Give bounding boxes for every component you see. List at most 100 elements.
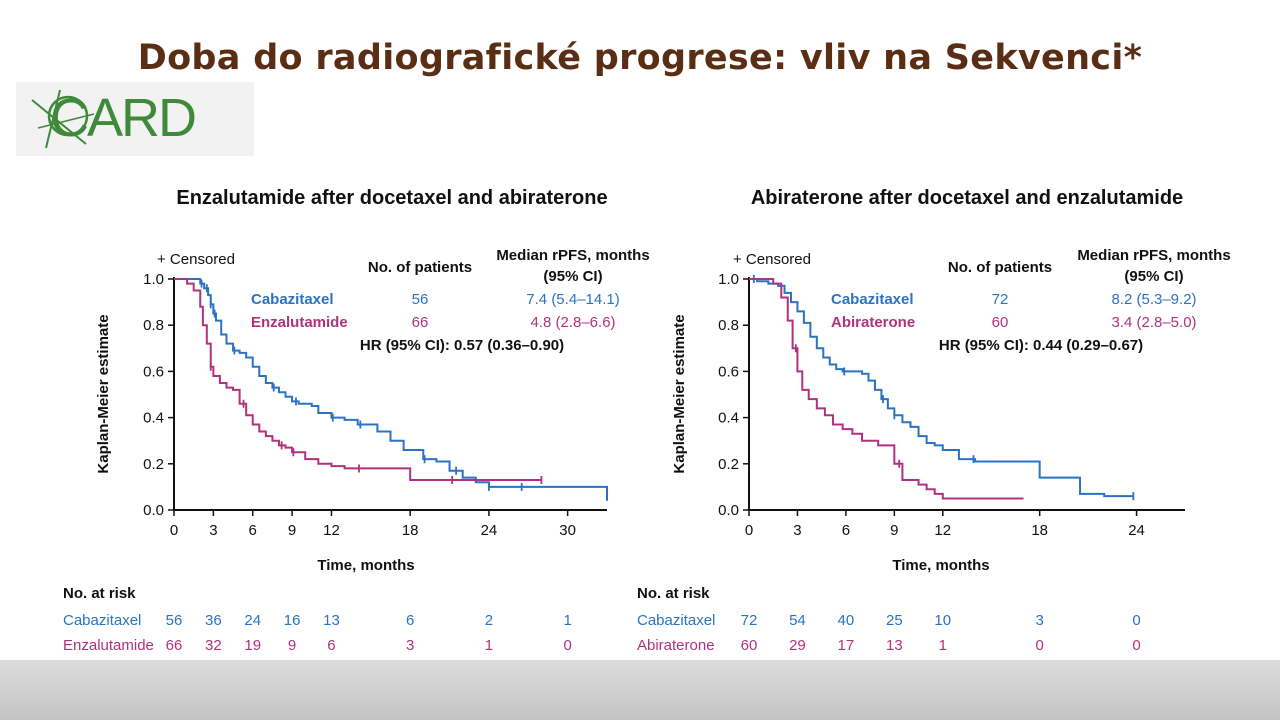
median-header-line1: Median rPFS, months: [496, 247, 649, 264]
y-tick-label: 0.8: [143, 317, 164, 334]
x-tick-label: 9: [288, 522, 296, 539]
x-tick-label: 24: [481, 522, 498, 539]
footer-band: [0, 660, 1280, 720]
at-risk-value: 6: [327, 637, 335, 654]
y-tick-label: 0.4: [143, 410, 164, 427]
censored-legend: + Censored: [157, 251, 235, 268]
median-cabazitaxel: 7.4 (5.4–14.1): [526, 291, 619, 308]
logo-text: CARD: [50, 88, 195, 148]
patients-cabazitaxel: 56: [412, 291, 429, 308]
y-tick-label: 1.0: [718, 271, 739, 288]
censored-legend: + Censored: [733, 251, 811, 268]
at-risk-value: 60: [741, 637, 758, 654]
at-risk-value: 6: [406, 612, 414, 629]
at-risk-value: 3: [1035, 612, 1043, 629]
panel-title: Abiraterone after docetaxel and enzaluta…: [751, 187, 1183, 209]
y-tick-label: 0.6: [143, 363, 164, 380]
km-curve-abiraterone: [749, 278, 1024, 500]
median-abiraterone: 3.4 (2.8–5.0): [1111, 314, 1196, 331]
at-risk-value: 40: [838, 612, 855, 629]
y-axis-label: Kaplan-Meier estimate: [95, 314, 112, 473]
hazard-ratio: HR (95% CI): 0.57 (0.36–0.90): [360, 337, 564, 354]
y-tick-label: 0.2: [718, 456, 739, 473]
at-risk-value: 56: [166, 612, 183, 629]
at-risk-value: 9: [288, 637, 296, 654]
at-risk-value: 1: [939, 637, 947, 654]
at-risk-label: No. at risk: [63, 585, 136, 602]
x-axis-label: Time, months: [892, 557, 989, 574]
at-risk-row-name-cabazitaxel: Cabazitaxel: [637, 612, 715, 629]
at-risk-value: 29: [789, 637, 806, 654]
km-curve-enzalutamide: [174, 278, 542, 481]
at-risk-value: 25: [886, 612, 903, 629]
at-risk-value: 2: [485, 612, 493, 629]
y-tick-label: 0.6: [718, 363, 739, 380]
km-curve-cabazitaxel: [174, 278, 608, 501]
median-cabazitaxel: 8.2 (5.3–9.2): [1111, 291, 1196, 308]
x-tick-label: 0: [170, 522, 178, 539]
km-curve-cabazitaxel: [749, 278, 1134, 498]
at-risk-value: 1: [485, 637, 493, 654]
at-risk-value: 3: [406, 637, 414, 654]
median-enzalutamide: 4.8 (2.8–6.6): [530, 314, 615, 331]
at-risk-value: 19: [244, 637, 261, 654]
patients-enzalutamide: 66: [412, 314, 429, 331]
series-name-cabazitaxel: Cabazitaxel: [251, 291, 334, 308]
y-axis-label: Kaplan-Meier estimate: [671, 314, 688, 473]
at-risk-row-name-cabazitaxel: Cabazitaxel: [63, 612, 141, 629]
y-tick-label: 0.4: [718, 410, 739, 427]
at-risk-value: 66: [166, 637, 183, 654]
x-tick-label: 3: [209, 522, 217, 539]
at-risk-value: 54: [789, 612, 806, 629]
median-header-line2: (95% CI): [543, 268, 602, 285]
x-axis-label: Time, months: [317, 557, 414, 574]
at-risk-value: 10: [934, 612, 951, 629]
median-header-line2: (95% CI): [1124, 268, 1183, 285]
y-tick-label: 1.0: [143, 271, 164, 288]
panel-title: Enzalutamide after docetaxel and abirate…: [176, 187, 607, 209]
patients-cabazitaxel: 72: [992, 291, 1009, 308]
at-risk-value: 17: [838, 637, 855, 654]
at-risk-value: 72: [741, 612, 758, 629]
series-name-enzalutamide: Enzalutamide: [251, 314, 348, 331]
at-risk-value: 16: [284, 612, 301, 629]
x-tick-label: 18: [402, 522, 419, 539]
patients-header: No. of patients: [948, 259, 1052, 276]
slide-title: Doba do radiografické progrese: vliv na …: [137, 38, 1143, 78]
x-tick-label: 3: [793, 522, 801, 539]
x-tick-label: 18: [1031, 522, 1048, 539]
at-risk-value: 24: [244, 612, 261, 629]
at-risk-label: No. at risk: [637, 585, 710, 602]
hazard-ratio: HR (95% CI): 0.44 (0.29–0.67): [939, 337, 1143, 354]
at-risk-value: 0: [1035, 637, 1043, 654]
x-tick-label: 6: [842, 522, 850, 539]
at-risk-row-name-abiraterone: Abiraterone: [637, 637, 715, 654]
series-name-cabazitaxel: Cabazitaxel: [831, 291, 914, 308]
x-tick-label: 0: [745, 522, 753, 539]
patients-abiraterone: 60: [992, 314, 1009, 331]
y-tick-label: 0.2: [143, 456, 164, 473]
x-tick-label: 12: [934, 522, 951, 539]
at-risk-value: 0: [1132, 612, 1140, 629]
at-risk-value: 0: [1132, 637, 1140, 654]
at-risk-value: 0: [563, 637, 571, 654]
patients-header: No. of patients: [368, 259, 472, 276]
x-tick-label: 30: [559, 522, 576, 539]
y-tick-label: 0.8: [718, 317, 739, 334]
y-tick-label: 0.0: [718, 502, 739, 519]
logo-emblem-icon: [31, 89, 95, 149]
at-risk-value: 13: [323, 612, 340, 629]
x-tick-label: 9: [890, 522, 898, 539]
x-tick-label: 24: [1128, 522, 1145, 539]
km-panel-abiraterone: Abiraterone after docetaxel and enzaluta…: [637, 187, 1231, 654]
at-risk-value: 36: [205, 612, 222, 629]
x-tick-label: 12: [323, 522, 340, 539]
at-risk-value: 13: [886, 637, 903, 654]
x-tick-label: 6: [249, 522, 257, 539]
y-tick-label: 0.0: [143, 502, 164, 519]
card-logo: CARD: [31, 88, 197, 149]
median-header-line1: Median rPFS, months: [1077, 247, 1230, 264]
at-risk-row-name-enzalutamide: Enzalutamide: [63, 637, 154, 654]
km-panel-enzalutamide: Enzalutamide after docetaxel and abirate…: [63, 187, 650, 654]
